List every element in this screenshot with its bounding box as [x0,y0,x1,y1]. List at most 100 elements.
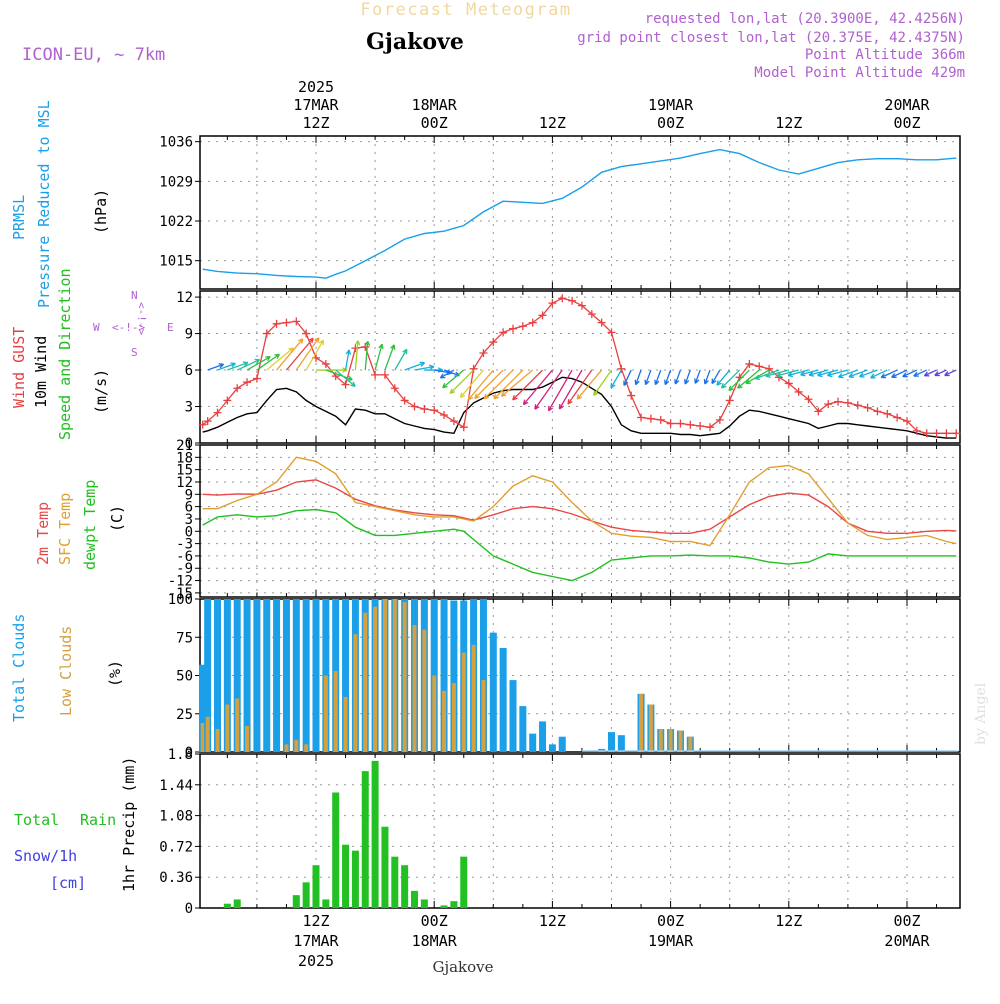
temperature-ytick-label: 0 [185,524,193,540]
wind-direction-arrow [902,369,918,378]
pressure-label-2: Pressure Reduced to MSL [35,100,53,308]
gust-point [548,299,557,308]
temperature-ytick-label: -15 [168,586,193,602]
temp-unit: (C) [108,505,126,532]
gust-point [198,420,207,429]
gust-point [558,294,567,303]
bottom-time-text: 18MAR [412,932,458,950]
top-time-label: 12Z [775,114,802,132]
total-cloud-bar [539,721,547,752]
total-cloud-bar [243,599,251,752]
wind-direction-arrow [737,369,760,389]
gust-point [843,398,852,407]
gust-point [932,429,941,438]
precip-bar [312,865,320,908]
wind-frame [199,290,961,444]
gust-point [252,374,261,383]
precip-bar [292,895,300,908]
wind-direction-arrow [207,363,225,371]
wind-direction-arrow [859,369,878,378]
gust-point [853,401,862,410]
low-cloud-bar [639,693,644,752]
wind-direction-arrow [404,361,426,371]
low-cloud-bar [451,683,456,752]
precip-ylabel: 1hr Precip (mm) [120,757,138,892]
wind-direction-arrow [493,369,524,400]
gust-point [577,301,586,310]
low-cloud-bar [442,690,447,752]
gust-point [617,364,626,373]
temperature-ytick-label: -6 [176,549,193,565]
wind-direction-arrow [558,369,583,410]
rain-label: Rain [80,811,116,829]
wind-direction-arrow [394,348,408,371]
wind-direction-arrow [374,343,384,371]
watermark: by Angel [973,682,989,745]
low-cloud-bar [658,729,663,752]
gust-point [607,328,616,337]
wind-direction-arrow [467,369,494,401]
wind-direction-arrow [227,361,249,371]
compass-s: S [131,346,138,359]
wind-direction-arrow [305,339,325,371]
precip-frame [199,753,961,909]
gust-point [469,364,478,373]
t2m-label: 2m Temp [34,502,52,565]
wind-axes: 0 3 6 9 12 [176,290,961,452]
low-cloud-bar [294,739,299,752]
wind-direction-arrow [534,369,563,410]
precip-bar [381,826,389,908]
gust-point [449,417,458,426]
total-cloud-bar [529,733,537,752]
wind-direction-arrow [547,369,573,412]
wind-direction-arrow [880,369,898,379]
gust-point [873,407,882,416]
dewpt-line [202,508,957,582]
bottom-time-label: 00Z 18MAR [412,912,458,950]
wind-ytick-label: 12 [176,290,193,306]
low-cloud-bar [225,704,230,752]
gust-point [400,396,409,405]
wind-direction-arrow [870,369,888,379]
wind-direction-arrow [923,369,937,377]
low-cloud-bar [678,730,683,752]
gust-point [942,429,951,438]
wind-direction-arrow [483,369,514,400]
gust-point [203,417,212,426]
model-name: ICON-EU, ~ 7km [22,45,165,65]
gust-point [765,364,774,373]
gust-point [272,319,281,328]
gust-point [814,407,823,416]
low-cloud-bar [481,680,486,752]
top-time-text: 2025 [298,78,334,96]
clouds-ytick-label: 0 [185,745,193,761]
total-cloud-bar [263,599,271,752]
bottom-time-text: 19MAR [648,932,694,950]
wind-direction-arrow [891,369,908,378]
bottom-time-text: 12Z [775,912,802,930]
wind-speed-line [202,376,957,439]
total-cloud-bar [342,599,350,752]
clouds-ytick-label: 75 [176,630,193,646]
temperature-ytick-label: 18 [176,450,193,466]
total-cloud-bar [282,599,290,752]
gust-point [223,396,232,405]
top-time-label: 12Z [539,114,566,132]
low-cloud-bar [215,729,220,752]
low-cloud-bar [353,634,358,752]
low-cloud-bar [363,612,368,752]
gust-point [666,419,675,428]
wind-direction-arrow [449,369,475,395]
top-time-text: 12Z [539,114,566,132]
gust-point [410,402,419,411]
gust-point [499,328,508,337]
low-cloud-bar [412,625,417,752]
compass-ns: <-!-> [135,302,148,335]
gust-point [686,420,695,429]
low-cloud-bar [205,716,210,752]
wind-direction-arrow [684,369,691,385]
pressure-ytick-label: 1036 [159,135,193,151]
bottom-time-text: 2025 [298,952,334,970]
